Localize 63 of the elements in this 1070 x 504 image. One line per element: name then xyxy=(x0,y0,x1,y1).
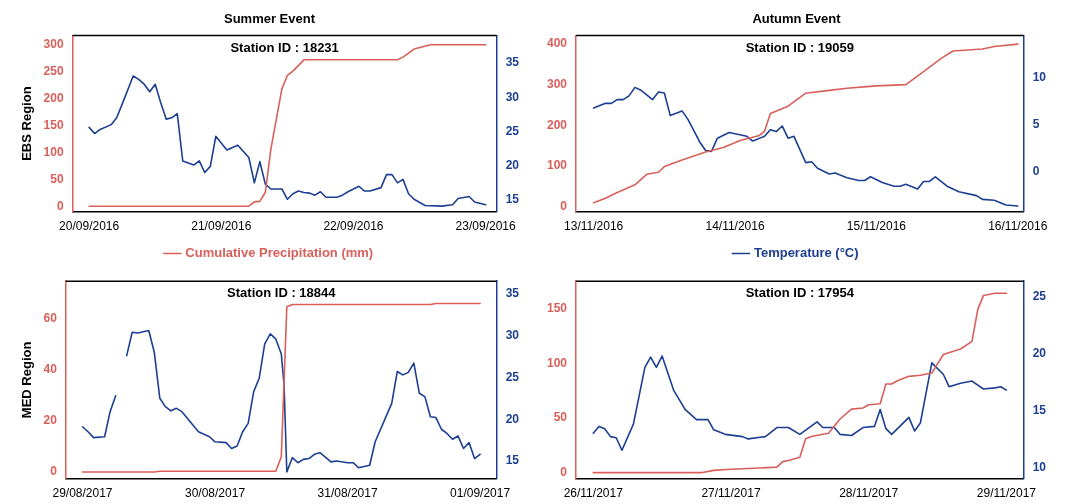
y2-tick-label: 10 xyxy=(1032,70,1047,85)
y2-tick-label: 20 xyxy=(505,158,520,173)
y-tick-label: 50 xyxy=(50,171,64,186)
x-tick-label: 01/09/2017 xyxy=(450,486,511,501)
y-tick-label: 300 xyxy=(43,37,64,52)
y2-tick-label: 0 xyxy=(1032,164,1040,179)
y2-tick-label: 30 xyxy=(505,89,520,104)
y-tick-label: 0 xyxy=(560,198,568,213)
x-tick-label: 29/11/2017 xyxy=(976,486,1037,501)
y-tick-label: 200 xyxy=(43,90,64,105)
y-tick-label: 150 xyxy=(546,300,568,315)
annotation: Station ID : 17954 xyxy=(745,285,855,301)
x-tick-label: 22/09/2016 xyxy=(323,219,384,234)
y-tick-label: 40 xyxy=(43,361,58,376)
y-tick-label: 20 xyxy=(43,413,58,428)
chart-title: Autumn Event xyxy=(752,11,842,27)
annotation: Station ID : 19059 xyxy=(745,39,855,55)
x-tick-label: 13/11/2016 xyxy=(564,219,624,234)
y2-tick-label: 5 xyxy=(1032,117,1040,132)
y2-tick-label: 25 xyxy=(505,369,520,384)
y2-tick-label: 20 xyxy=(1032,346,1047,361)
y2-tick-label: 15 xyxy=(505,453,520,468)
x-tick-label: 16/11/2016 xyxy=(988,219,1048,234)
y-tick-label: 250 xyxy=(43,63,64,78)
y-axis-title: MED Region xyxy=(19,341,35,419)
y-tick-label: 60 xyxy=(43,310,58,325)
y-tick-label: 100 xyxy=(43,144,64,159)
y2-tick-label: 20 xyxy=(505,411,520,426)
y2-tick-label: 10 xyxy=(1032,459,1047,474)
chart-title: Summer Event xyxy=(223,11,316,27)
x-tick-label: 21/09/2016 xyxy=(191,219,252,234)
x-tick-label: 26/11/2017 xyxy=(563,486,624,501)
y-tick-label: 400 xyxy=(546,36,568,51)
x-tick-label: 30/08/2017 xyxy=(185,486,246,501)
y-tick-label: 150 xyxy=(43,117,64,132)
y-tick-label: 50 xyxy=(553,410,568,425)
x-tick-label: 23/09/2016 xyxy=(455,219,516,234)
annotation: Station ID : 18844 xyxy=(227,285,337,301)
x-tick-label: 15/11/2016 xyxy=(846,219,907,234)
x-tick-label: 29/08/2017 xyxy=(52,486,113,501)
y2-tick-label: 35 xyxy=(505,55,520,70)
y-tick-label: 0 xyxy=(56,198,64,213)
y2-tick-label: 35 xyxy=(505,286,520,301)
y-tick-label: 0 xyxy=(560,464,568,479)
x-tick-label: 31/08/2017 xyxy=(317,486,378,501)
y-axis-title: EBS Region xyxy=(19,86,35,161)
y-tick-label: 100 xyxy=(546,355,568,370)
y-tick-label: 200 xyxy=(546,117,568,132)
x-tick-label: 14/11/2016 xyxy=(705,219,765,234)
y-tick-label: 300 xyxy=(546,76,568,91)
x-tick-label: 20/09/2016 xyxy=(59,219,120,234)
x-tick-label: 27/11/2017 xyxy=(701,486,761,501)
annotation: Station ID : 18231 xyxy=(230,39,339,55)
legend-label: Cumulative Precipitation (mm) xyxy=(185,245,374,261)
y2-tick-label: 25 xyxy=(1032,289,1047,304)
y-tick-label: 100 xyxy=(546,158,568,173)
x-tick-label: 28/11/2017 xyxy=(839,486,899,501)
y2-tick-label: 30 xyxy=(505,327,520,342)
y2-tick-label: 15 xyxy=(1032,402,1047,417)
y2-tick-label: 25 xyxy=(505,123,520,138)
legend-label: Temperature (°C) xyxy=(753,245,859,261)
y2-tick-label: 15 xyxy=(505,192,520,207)
y-tick-label: 0 xyxy=(50,464,58,479)
